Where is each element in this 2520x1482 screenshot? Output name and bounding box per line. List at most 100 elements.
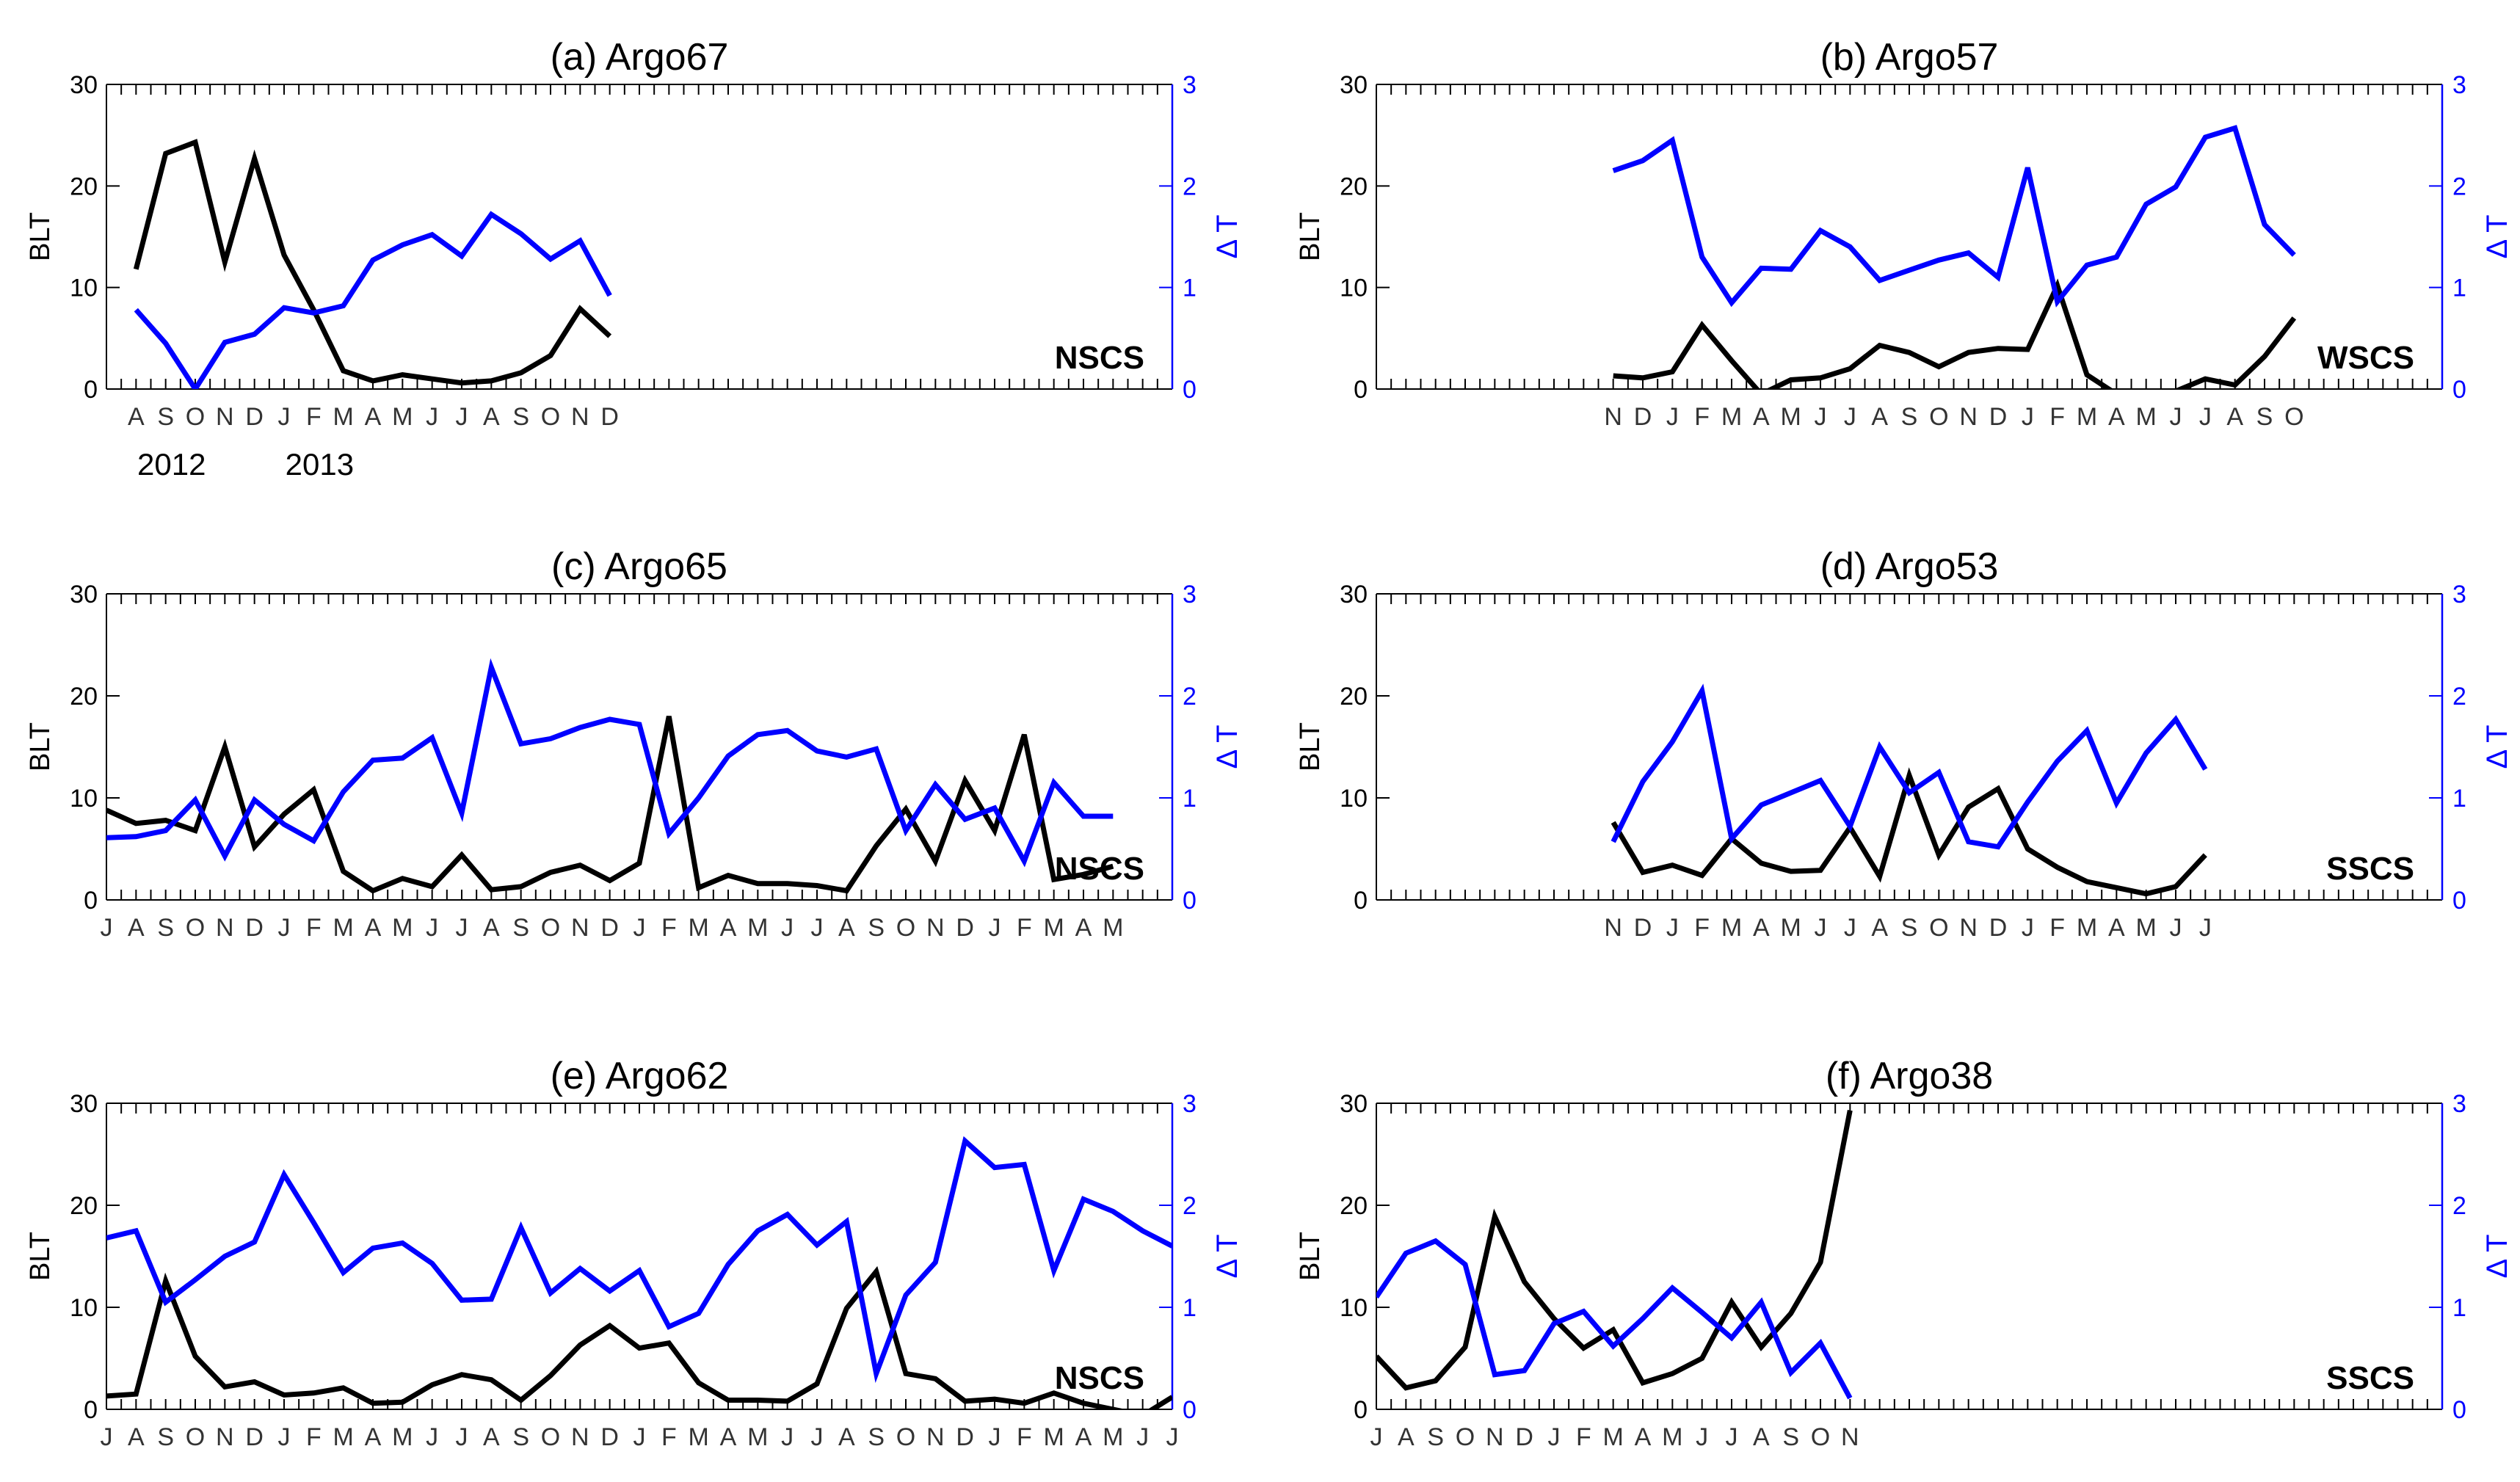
y-tick-label-left: 30 (1340, 581, 1368, 609)
x-month-label: D (1634, 403, 1652, 431)
x-month-label: N (1486, 1423, 1504, 1451)
y-axis-label-right: Δ T (2481, 214, 2513, 258)
x-month-label: A (365, 914, 382, 942)
x-month-label: O (2284, 403, 2303, 431)
x-month-label: D (245, 914, 264, 942)
x-month-label: M (689, 914, 709, 942)
x-month-label: M (1044, 1423, 1064, 1451)
x-month-label: O (541, 403, 560, 431)
chart-title: (b) Argo57 (1820, 36, 1999, 79)
x-month-label: J (781, 1423, 794, 1451)
y-tick-label-left: 0 (1354, 887, 1368, 915)
series-line-blt (1613, 278, 2297, 389)
x-month-label: M (2077, 403, 2097, 431)
x-month-label: M (2077, 914, 2097, 942)
x-month-label: O (1456, 1423, 1475, 1451)
x-month-label: F (306, 1423, 322, 1451)
x-month-label: O (1929, 403, 1948, 431)
x-month-label: N (1604, 914, 1622, 942)
x-month-label: O (186, 914, 205, 942)
region-label: SSCS (2326, 851, 2414, 887)
x-month-label: A (2108, 403, 2125, 431)
x-month-label: J (456, 403, 468, 431)
x-month-label: F (1694, 403, 1710, 431)
x-month-label: S (157, 1423, 174, 1451)
x-month-label: J (989, 1423, 1001, 1451)
series-line-blt (106, 1265, 1172, 1409)
y-tick-label-right: 0 (2452, 1396, 2466, 1424)
x-month-label: O (1929, 914, 1948, 942)
series-line-delta-t (1376, 1238, 1853, 1400)
year-label: 2013 (286, 447, 354, 482)
x-month-label: J (1844, 403, 1856, 431)
x-month-label: A (128, 914, 145, 942)
x-month-label: M (1721, 403, 1742, 431)
region-label: NSCS (1055, 851, 1144, 887)
x-month-label: A (720, 1423, 737, 1451)
x-month-label: A (365, 403, 382, 431)
x-month-label: F (1576, 1423, 1591, 1451)
y-tick-label-left: 30 (70, 1090, 98, 1118)
x-month-label: J (278, 1423, 291, 1451)
y-tick-label-left: 20 (70, 1192, 98, 1220)
x-month-label: F (661, 914, 677, 942)
x-month-label: N (216, 403, 234, 431)
x-month-label: A (1075, 914, 1092, 942)
x-month-label: J (1726, 1423, 1738, 1451)
x-month-label: J (1166, 1423, 1179, 1451)
series-line-delta-t (134, 211, 612, 389)
x-month-label: O (1811, 1423, 1830, 1451)
x-month-label: J (2199, 403, 2212, 431)
x-month-label: N (926, 1423, 945, 1451)
region-label: SSCS (2326, 1360, 2414, 1396)
x-month-label: J (989, 914, 1001, 942)
y-axis-label-right: Δ T (1211, 214, 1243, 258)
x-month-label: O (186, 403, 205, 431)
series-line-blt (1376, 1110, 1853, 1391)
y-tick-label-right: 1 (2452, 1294, 2466, 1322)
x-month-label: S (868, 914, 885, 942)
x-month-label: M (1721, 914, 1742, 942)
y-axis-label-left: BLT (25, 722, 56, 771)
x-month-label: A (1753, 914, 1770, 942)
series-line-delta-t (1612, 125, 2296, 308)
x-month-label: J (2022, 403, 2034, 431)
y-tick-label-right: 1 (1183, 785, 1197, 813)
y-tick-label-left: 20 (1340, 1192, 1368, 1220)
x-month-label: S (868, 1423, 885, 1451)
x-month-label: A (483, 914, 500, 942)
x-month-label: F (2049, 914, 2065, 942)
x-month-label: A (1398, 1423, 1415, 1451)
x-month-label: O (896, 1423, 915, 1451)
x-month-label: A (2226, 403, 2243, 431)
x-month-label: A (483, 1423, 500, 1451)
y-tick-label-right: 0 (1183, 1396, 1197, 1424)
x-month-label: D (600, 1423, 619, 1451)
x-month-label: O (186, 1423, 205, 1451)
x-month-label: D (1989, 403, 2008, 431)
x-month-label: F (2049, 403, 2065, 431)
series-line-delta-t (106, 658, 1114, 868)
x-month-label: S (157, 914, 174, 942)
y-tick-label-left: 30 (70, 581, 98, 609)
y-axis-label-left: BLT (25, 1232, 56, 1281)
x-month-label: O (541, 1423, 560, 1451)
x-month-label: J (1696, 1423, 1708, 1451)
y-tick-label-right: 3 (1183, 1090, 1197, 1118)
x-month-label: M (392, 914, 413, 942)
region-label: NSCS (1055, 340, 1144, 376)
y-tick-label-right: 2 (2452, 172, 2466, 200)
x-month-label: N (216, 914, 234, 942)
y-axis-label-right: Δ T (1211, 1234, 1243, 1278)
x-month-label: J (633, 914, 646, 942)
y-tick-label-right: 2 (2452, 1192, 2466, 1220)
x-month-label: A (838, 914, 855, 942)
y-tick-label-left: 0 (1354, 1396, 1368, 1424)
year-label: 2012 (137, 447, 206, 482)
x-month-label: J (811, 914, 824, 942)
x-month-label: J (456, 914, 468, 942)
x-month-label: A (720, 914, 737, 942)
x-month-label: M (1781, 914, 1801, 942)
y-tick-label-left: 30 (1340, 1090, 1368, 1118)
